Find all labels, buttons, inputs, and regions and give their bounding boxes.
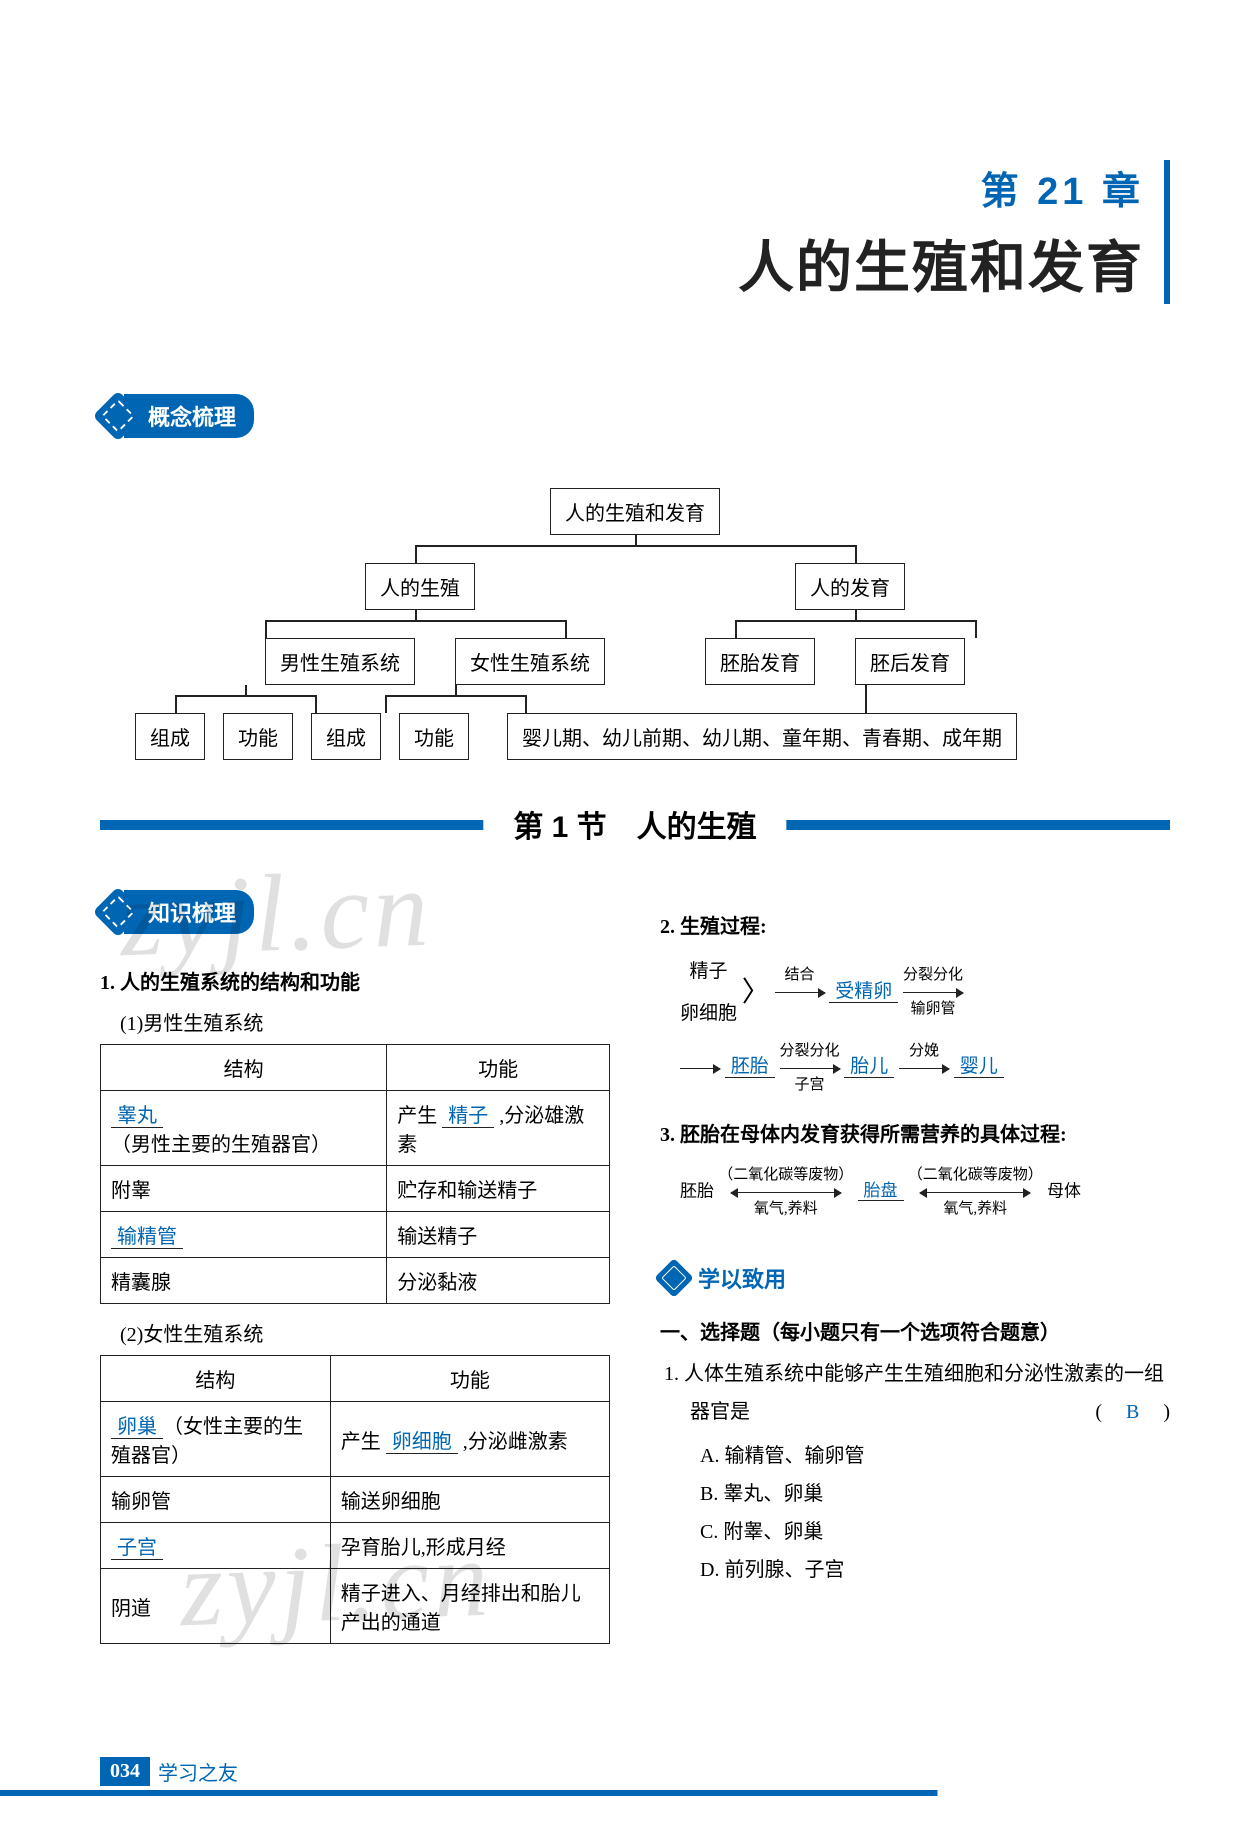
concept-tree: 人的生殖和发育 人的生殖 人的发育 男性生殖系统 女性生殖系统 胚胎发育 胚后发…	[135, 488, 1135, 760]
cell-text: 贮存和输送精子	[387, 1166, 610, 1212]
left-column: 知识梳理 1. 人的生殖系统的结构和功能 (1)男性生殖系统 结构 功能 睾丸 （…	[100, 860, 610, 1658]
table-row: 输卵管 输送卵细胞	[101, 1477, 610, 1523]
footer-line	[0, 1790, 1250, 1796]
tree-node: 人的发育	[795, 563, 905, 610]
section-title: 第 1 节 人的生殖	[483, 802, 786, 846]
diag-label: 氧气,养料	[943, 1193, 1007, 1226]
fill-blank: 精子	[442, 1105, 494, 1128]
male-system-table: 结构 功能 睾丸（男性主要的生殖器官） 产生 精子 ,分泌雄激素 附睾 贮存和输…	[100, 1044, 610, 1304]
table-row: 阴道 精子进入、月经排出和胎儿产出的通道	[101, 1569, 610, 1644]
diag-label: 分裂分化	[780, 1035, 840, 1068]
cell-text: 精子进入、月经排出和胎儿产出的通道	[330, 1569, 609, 1644]
tree-node: 功能	[399, 713, 469, 760]
option-a: A. 输精管、输卵管	[700, 1437, 1170, 1475]
question-text: 1. 人体生殖系统中能够产生生殖细胞和分泌性激素的一组器官是	[664, 1363, 1164, 1423]
option-b: B. 睾丸、卵巢	[700, 1475, 1170, 1513]
cell-text: ,分泌雌激素	[458, 1431, 568, 1453]
tree-node: 胚后发育	[855, 638, 965, 685]
tree-node: 男性生殖系统	[265, 638, 415, 685]
badge-text: 学以致用	[698, 1262, 786, 1294]
process-diagram-2: 胚胎 （二氧化碳等废物） 氧气,养料 胎盘 （二氧化碳等废物） 氧气,养料 母体	[680, 1159, 1170, 1226]
knowledge-badge: 知识梳理	[100, 890, 254, 934]
tree-node: 功能	[223, 713, 293, 760]
process-diagram-1: 精子 卵细胞 〉 结合 受精卵 分裂分化 输卵管 胚胎	[680, 951, 1170, 1102]
cell-text: 输卵管	[101, 1477, 331, 1523]
chapter-header: 第 21 章 人的生殖和发育	[100, 160, 1170, 304]
option-c: C. 附睾、卵巢	[700, 1513, 1170, 1551]
diag-label: 输卵管	[911, 993, 956, 1026]
cell-text: 分泌黏液	[387, 1258, 610, 1304]
question-stem: 1. 人体生殖系统中能够产生生殖细胞和分泌性激素的一组器官是 ( B )	[664, 1355, 1170, 1431]
table-row: 睾丸（男性主要的生殖器官） 产生 精子 ,分泌雄激素	[101, 1091, 610, 1166]
page-number: 034	[100, 1757, 150, 1786]
diag-label: 氧气,养料	[754, 1193, 818, 1226]
chapter-number: 第 21 章	[100, 160, 1144, 215]
table-caption: (2)女性生殖系统	[120, 1318, 610, 1347]
female-system-table: 结构 功能 卵巢（女性主要的生殖器官） 产生 卵细胞 ,分泌雌激素 输卵管 输送…	[100, 1355, 610, 1644]
concept-badge: 概念梳理	[100, 394, 254, 438]
fill-blank: 胎儿	[844, 1056, 894, 1078]
diag-label: 卵细胞	[680, 993, 737, 1035]
fill-blank: 胚胎	[725, 1056, 775, 1078]
right-column: 2. 生殖过程: 精子 卵细胞 〉 结合 受精卵 分裂分化 输卵管	[660, 860, 1170, 1658]
tree-node: 胚胎发育	[705, 638, 815, 685]
tree-node: 组成	[311, 713, 381, 760]
chapter-title: 人的生殖和发育	[100, 223, 1144, 304]
fill-blank: 胎盘	[858, 1181, 904, 1201]
diag-label: 胚胎	[680, 1181, 714, 1200]
col-header: 功能	[330, 1356, 609, 1402]
apply-badge: 学以致用	[660, 1262, 786, 1294]
table-caption: (1)男性生殖系统	[120, 1007, 610, 1036]
heading-1: 1. 人的生殖系统的结构和功能	[100, 966, 610, 995]
diag-label: 结合	[785, 959, 815, 992]
cell-text: 输送卵细胞	[330, 1477, 609, 1523]
fill-blank: 卵细胞	[386, 1431, 458, 1454]
option-d: D. 前列腺、子宫	[700, 1551, 1170, 1589]
heading-2: 2. 生殖过程:	[660, 910, 1170, 939]
heading-3: 3. 胚胎在母体内发育获得所需营养的具体过程:	[660, 1118, 1170, 1147]
page-footer: 034 学习之友	[100, 1757, 238, 1786]
table-row: 子宫 孕育胎儿,形成月经	[101, 1523, 610, 1569]
cell-text: 附睾	[101, 1166, 387, 1212]
diag-label: 精子	[690, 951, 728, 993]
badge-text: 概念梳理	[124, 394, 254, 438]
cell-text: 产生	[397, 1105, 442, 1127]
section-divider: 第 1 节 人的生殖	[100, 820, 1170, 830]
cell-text: 孕育胎儿,形成月经	[330, 1523, 609, 1569]
table-row: 输精管 输送精子	[101, 1212, 610, 1258]
answer: B	[1122, 1401, 1143, 1423]
tree-node: 女性生殖系统	[455, 638, 605, 685]
fill-blank: 输精管	[111, 1226, 183, 1249]
col-header: 结构	[101, 1356, 331, 1402]
cell-text: 精囊腺	[101, 1258, 387, 1304]
book-title: 学习之友	[158, 1757, 238, 1786]
fill-blank: 受精卵	[829, 981, 898, 1003]
badge-text: 知识梳理	[124, 890, 254, 934]
cell-text: 阴道	[101, 1569, 331, 1644]
mcq-heading: 一、选择题（每小题只有一个选项符合题意）	[660, 1316, 1170, 1345]
table-row: 附睾 贮存和输送精子	[101, 1166, 610, 1212]
col-header: 功能	[387, 1045, 610, 1091]
tree-node: 人的生殖	[365, 563, 475, 610]
fill-blank: 睾丸	[111, 1105, 163, 1128]
col-header: 结构	[101, 1045, 387, 1091]
fill-blank: 婴儿	[954, 1056, 1004, 1078]
cell-text: （男性主要的生殖器官）	[111, 1134, 331, 1156]
fill-blank: 卵巢	[111, 1416, 163, 1439]
badge-icon	[654, 1258, 694, 1298]
tree-node: 组成	[135, 713, 205, 760]
table-row: 卵巢（女性主要的生殖器官） 产生 卵细胞 ,分泌雌激素	[101, 1402, 610, 1477]
diag-label: 母体	[1047, 1181, 1081, 1200]
tree-node: 婴儿期、幼儿前期、幼儿期、童年期、青春期、成年期	[507, 713, 1017, 760]
cell-text: 输送精子	[387, 1212, 610, 1258]
diag-label: 子宫	[795, 1069, 825, 1102]
diag-label: 分裂分化	[903, 959, 963, 992]
diag-label: 分娩	[909, 1035, 939, 1068]
table-row: 精囊腺 分泌黏液	[101, 1258, 610, 1304]
fill-blank: 子宫	[111, 1537, 163, 1560]
tree-root: 人的生殖和发育	[550, 488, 720, 535]
cell-text: 产生	[341, 1431, 386, 1453]
